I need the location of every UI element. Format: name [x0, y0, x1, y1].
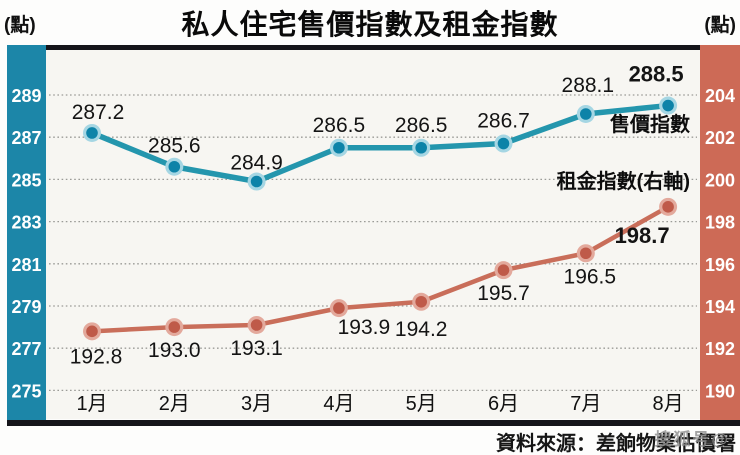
plot-area [46, 50, 700, 419]
data-point-label: 195.7 [477, 282, 530, 305]
left-axis-tick: 279 [11, 297, 41, 317]
left-axis-tick: 289 [11, 86, 41, 106]
x-axis-label: 5月 [406, 393, 437, 415]
right-axis-tick: 202 [705, 128, 735, 148]
legend-price-index: 售價指數 [610, 112, 690, 136]
x-axis-label: 3月 [241, 393, 272, 415]
data-point-marker [333, 302, 345, 314]
right-axis-tick: 198 [705, 213, 735, 233]
data-point-label: 288.1 [562, 74, 615, 97]
x-axis-label: 1月 [76, 393, 107, 415]
x-axis-label: 2月 [159, 393, 190, 415]
data-point-marker [333, 141, 345, 154]
data-point-label: 287.2 [72, 101, 125, 124]
legend-rent-index: 租金指數(右軸) [557, 169, 690, 193]
right-axis-tick: 192 [705, 339, 735, 359]
x-axis-label: 7月 [570, 393, 601, 415]
dual-axis-line-chart: 289 204 287 202 285 200 283 198 281 196 279 194 277 1… [7, 45, 740, 426]
left-axis-tick: 283 [11, 213, 41, 233]
left-axis-tick: 285 [11, 170, 41, 190]
left-axis-tick: 281 [11, 255, 41, 275]
left-axis-tick: 287 [11, 128, 41, 148]
right-axis-tick: 196 [705, 255, 735, 275]
chart-header: (點) 私人住宅售價指數及租金指數 (點) [0, 0, 740, 44]
price-index-line [89, 102, 671, 185]
data-point-marker [497, 264, 510, 276]
left-axis-tick: 277 [11, 339, 41, 359]
left-axis-tick: 275 [11, 381, 41, 401]
data-point-label: 286.5 [313, 114, 366, 137]
watermark: 搜狐号@ [654, 430, 730, 449]
rent-index-line [89, 204, 671, 334]
data-point-marker [662, 201, 674, 213]
data-point-marker [250, 319, 263, 331]
right-axis-tick: 190 [705, 381, 735, 401]
data-point-marker [86, 325, 98, 338]
right-axis-unit: (點) [704, 14, 736, 36]
bottom-frame-bar [7, 420, 740, 426]
x-axis-label: 8月 [653, 393, 684, 415]
x-axis-label: 6月 [488, 393, 519, 415]
data-point-label: 286.7 [477, 110, 530, 133]
data-point-marker [662, 99, 674, 112]
data-point-label: 285.6 [148, 135, 201, 158]
data-point-marker [250, 175, 263, 188]
right-axis-band [700, 45, 740, 425]
data-point-label: 288.5 [629, 62, 684, 87]
data-point-label: 193.0 [148, 339, 201, 362]
right-axis-tick: 194 [705, 297, 735, 317]
data-point-marker [580, 108, 592, 120]
data-point-label: 193.1 [230, 337, 283, 360]
data-point-marker [415, 141, 428, 154]
data-point-marker [86, 127, 98, 139]
data-point-label: 286.5 [395, 114, 448, 137]
x-axis-label: 4月 [323, 393, 354, 415]
left-axis-band [7, 45, 46, 425]
data-point-marker [497, 137, 510, 150]
right-axis-tick: 200 [705, 170, 735, 190]
data-point-marker [168, 321, 181, 333]
data-point-marker [580, 247, 592, 260]
source-note: 資料來源：差餉物業估價署 [496, 433, 736, 455]
data-point-label: 192.8 [70, 345, 123, 368]
top-frame-bar [46, 45, 700, 50]
right-axis-tick: 204 [705, 86, 735, 106]
data-point-label: 194.2 [395, 318, 448, 341]
data-point-marker [415, 295, 428, 308]
data-point-marker [168, 160, 181, 173]
page-title: 私人住宅售價指數及租金指數 [181, 9, 559, 40]
data-point-label: 198.7 [615, 223, 670, 248]
data-point-label: 196.5 [564, 265, 617, 288]
left-axis-unit: (點) [4, 14, 36, 36]
chart-canvas: 289 204 287 202 285 200 283 198 281 196 279 194 277 1… [0, 43, 740, 435]
data-point-label: 284.9 [230, 152, 283, 175]
data-point-label: 193.9 [338, 316, 391, 339]
